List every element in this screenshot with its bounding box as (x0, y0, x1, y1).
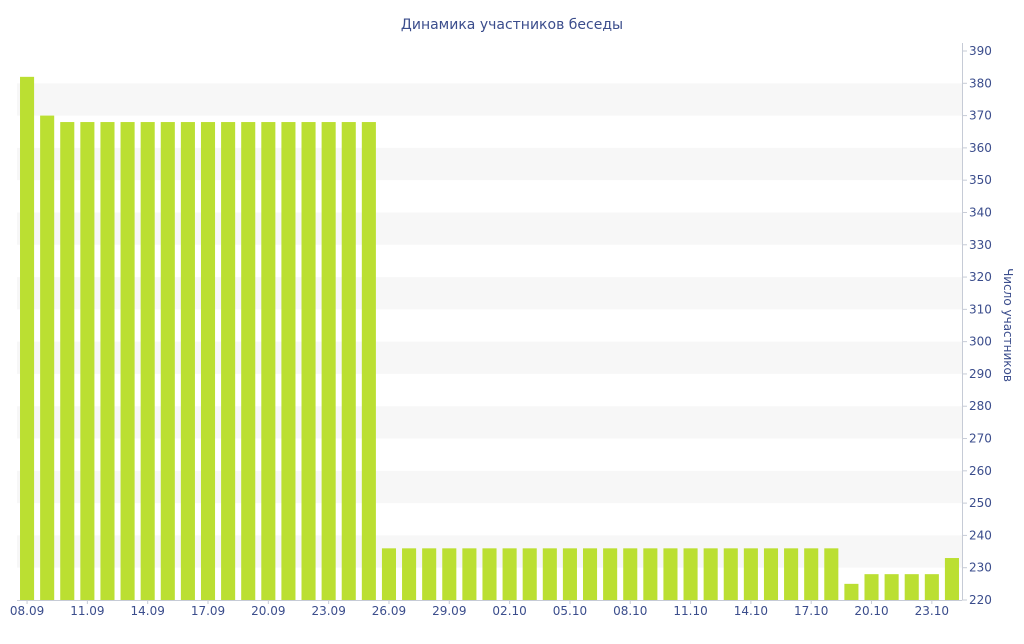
bar-13.09 (120, 122, 135, 600)
y-tick-label: 250 (969, 496, 992, 510)
bar-28.09 (422, 548, 437, 600)
bar-15.10 (763, 548, 779, 600)
x-tick-label: 08.10 (613, 604, 647, 618)
bar-17.09 (200, 122, 216, 600)
x-tick-label: 23.10 (915, 604, 949, 618)
bar-10.10 (663, 548, 678, 600)
bar-20.09 (261, 122, 276, 600)
bar-26.09 (381, 548, 397, 600)
y-tick-label: 380 (969, 76, 992, 90)
bar-09.09 (40, 115, 55, 601)
bar-21.10 (884, 574, 899, 600)
bar-18.10 (824, 548, 839, 600)
bar-29.09 (442, 548, 457, 600)
bar-21.09 (281, 122, 296, 600)
bar-12.09 (100, 122, 115, 600)
bar-04.10 (542, 548, 557, 600)
y-tick-label: 240 (969, 528, 992, 542)
bar-02.10 (502, 548, 517, 600)
x-tick-label: 05.10 (553, 604, 587, 618)
bar-27.09 (402, 548, 417, 600)
y-tick-label: 310 (969, 302, 992, 316)
bar-22.09 (301, 122, 316, 600)
bar-18.09 (221, 122, 236, 600)
x-tick-label: 20.10 (854, 604, 888, 618)
bar-11.09 (80, 122, 95, 600)
bar-25.09 (361, 122, 376, 600)
x-tick-label: 08.09 (10, 604, 44, 618)
bar-23.10 (924, 574, 939, 600)
x-tick-label: 23.09 (311, 604, 345, 618)
x-tick-label: 17.10 (794, 604, 828, 618)
grid-band (17, 406, 962, 439)
bar-05.10 (562, 548, 577, 600)
bar-16.09 (180, 122, 195, 600)
y-tick-label: 350 (969, 173, 992, 187)
bar-06.10 (582, 548, 598, 600)
x-tick-label: 20.09 (251, 604, 285, 618)
bar-07.10 (603, 548, 618, 600)
bar-09.10 (643, 548, 658, 600)
grid-band (17, 147, 962, 181)
x-tick-label: 26.09 (372, 604, 406, 618)
bar-16.10 (784, 548, 799, 600)
bar-15.09 (160, 122, 175, 600)
bar-08.09 (20, 76, 35, 600)
y-tick-label: 300 (969, 335, 992, 349)
bar-22.10 (904, 574, 919, 600)
x-tick-label: 11.09 (70, 604, 104, 618)
bar-14.10 (743, 548, 758, 600)
x-tick-label: 17.09 (191, 604, 225, 618)
x-tick-label: 14.09 (131, 604, 165, 618)
bar-23.09 (321, 122, 336, 600)
y-tick-label: 360 (969, 141, 992, 155)
axes: 220 230 240 250 260 270 280 290 300 310 320 330 340 3… (10, 43, 992, 618)
bar-30.09 (462, 548, 477, 600)
x-tick-label: 29.09 (432, 604, 466, 618)
bar-12.10 (703, 548, 718, 600)
bar-11.10 (683, 548, 698, 600)
y-tick-label: 330 (969, 238, 992, 252)
bar-24.09 (341, 122, 356, 600)
bar-19.10 (844, 583, 859, 600)
y-tick-label: 390 (969, 44, 992, 58)
grid-band (17, 341, 962, 374)
bar-17.10 (804, 548, 819, 600)
y-tick-label: 290 (969, 367, 992, 381)
bar-03.10 (522, 548, 537, 600)
y-tick-label: 270 (969, 432, 992, 446)
bar-24.10 (944, 558, 959, 600)
grid-band (17, 212, 962, 245)
y-axis-label: Число участников (1001, 268, 1015, 382)
y-tick-label: 260 (969, 464, 992, 478)
x-tick-label: 11.10 (673, 604, 707, 618)
y-tick-label: 320 (969, 270, 992, 284)
bar-14.09 (140, 122, 155, 600)
bar-20.10 (864, 574, 879, 600)
grid-band (17, 470, 962, 504)
bars (20, 76, 959, 601)
y-tick-label: 340 (969, 205, 992, 219)
bar-10.09 (60, 122, 75, 600)
x-tick-label: 02.10 (492, 604, 526, 618)
bar-13.10 (723, 548, 738, 600)
bar-01.10 (482, 548, 497, 600)
y-tick-label: 370 (969, 109, 992, 123)
grid-band (17, 277, 962, 310)
grid-band (17, 83, 962, 116)
y-tick-label: 280 (969, 399, 992, 413)
y-tick-label: 220 (969, 593, 992, 607)
bar-19.09 (241, 122, 256, 600)
y-tick-label: 230 (969, 561, 992, 575)
chart-title: Динамика участников беседы (401, 17, 623, 33)
bar-08.10 (623, 548, 638, 600)
grid-bands (17, 83, 962, 568)
x-tick-label: 14.10 (734, 604, 768, 618)
